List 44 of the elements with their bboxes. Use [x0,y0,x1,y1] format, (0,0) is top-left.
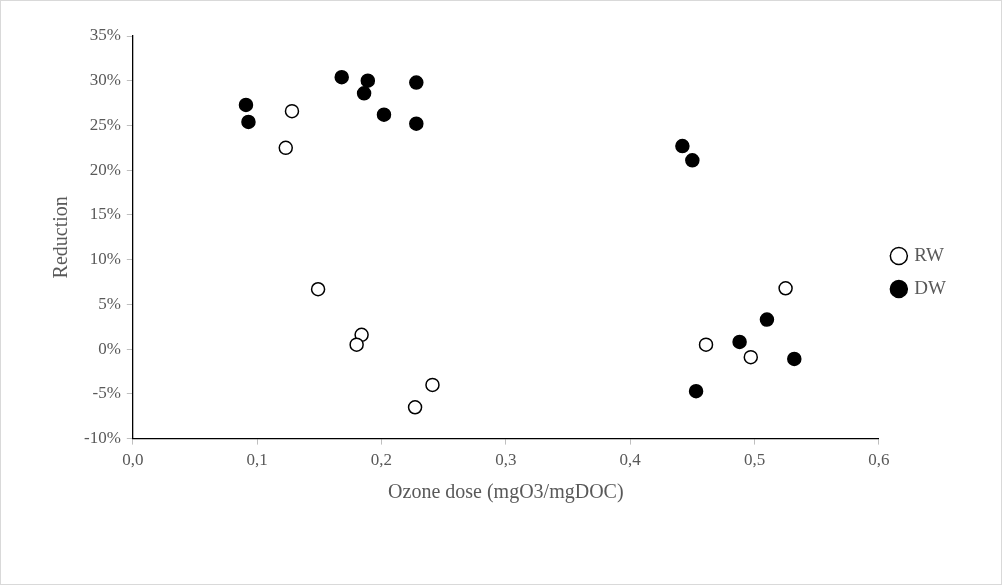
y-tick-label: 35% [89,25,121,45]
point [356,86,372,101]
point [284,103,300,119]
x-tick-label: 0,6 [868,450,890,470]
point [425,377,440,393]
point [688,383,704,399]
y-tick-label: 10% [89,249,121,269]
point [334,69,349,85]
x-tick-label: 0,3 [495,450,517,470]
point [360,73,376,88]
legend-label: RW [914,243,944,265]
point [310,281,326,297]
point [238,97,254,113]
point [698,337,714,352]
y-tick-label: -10% [83,428,121,448]
point [241,114,256,130]
point [778,281,793,296]
point [732,334,747,350]
point [278,140,294,156]
point [759,312,775,327]
y-tick-label: 25% [89,114,121,134]
point [409,75,424,90]
point [409,116,424,131]
point [407,400,423,415]
x-tick-label: 0,0 [122,450,144,470]
x-axis-title: Ozone dose (mgO3/mgDOC) [388,480,624,504]
y-tick-label: -5% [92,383,121,403]
point [743,349,759,365]
x-tick-label: 0,5 [743,450,766,470]
point [349,337,364,352]
y-tick-label: 30% [89,70,121,90]
x-tick-label: 0,1 [246,450,268,470]
y-tick-label: 5% [98,293,121,313]
y-tick-label: 15% [89,204,121,224]
y-tick-label: 20% [89,159,121,179]
y-axis-title: Reduction [49,196,72,279]
x-tick-label: 0,2 [370,450,393,470]
point [675,138,690,154]
point [376,107,392,122]
point [685,153,700,168]
x-tick-label: 0,4 [619,450,642,470]
y-tick-label: 0% [98,338,121,358]
point [787,351,802,367]
legend-label: DW [914,276,947,298]
